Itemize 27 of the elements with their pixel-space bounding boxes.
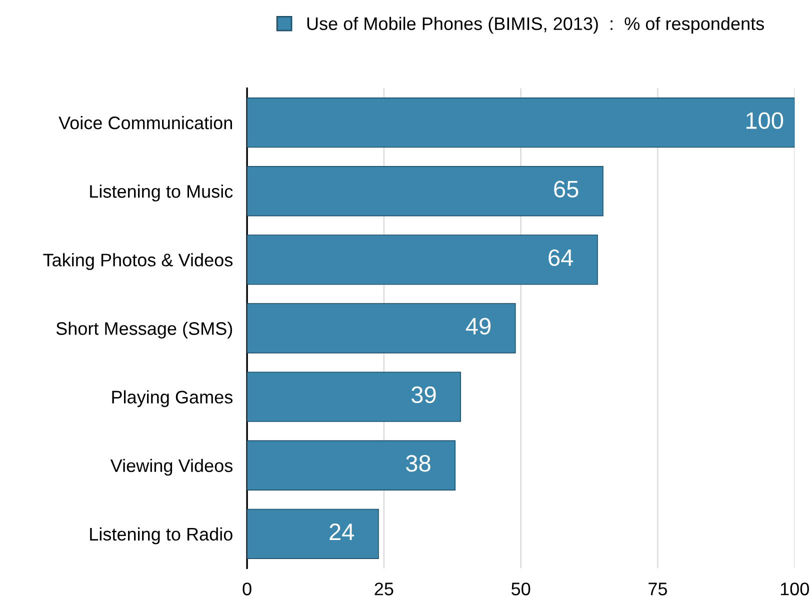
data-label: 39 [412, 386, 436, 404]
y-tick-label: Voice Communication [58, 116, 232, 130]
bar [247, 508, 379, 560]
x-tick-label: 75 [648, 582, 668, 596]
bar [247, 303, 516, 354]
bar [247, 97, 795, 148]
y-tick-label: Playing Games [112, 390, 233, 408]
x-tick-label: 100 [780, 582, 809, 596]
y-tick-label: Listening to Music [90, 184, 233, 202]
y-tick-label: Short Message (SMS) [56, 322, 232, 339]
bar [247, 166, 604, 216]
y-tick-label: Taking Photos & Videos [43, 253, 233, 270]
legend-label: Use of Mobile Phones (BIMIS, 2013) : % of respondents [307, 16, 764, 34]
data-label: 100 [746, 112, 784, 129]
bar [247, 440, 456, 490]
data-label: 24 [330, 524, 354, 540]
data-label: 38 [406, 454, 430, 472]
bar [247, 372, 462, 422]
data-label: 64 [548, 249, 574, 266]
data-label: 65 [554, 180, 578, 198]
data-label: 49 [466, 318, 490, 335]
x-tick-label: 0 [242, 582, 252, 596]
x-tick-label: 50 [512, 582, 530, 596]
x-tick-label: 25 [374, 582, 394, 596]
y-tick-label: Listening to Radio [90, 527, 232, 544]
bar [247, 234, 598, 285]
y-tick-label: Viewing Videos [110, 458, 233, 476]
